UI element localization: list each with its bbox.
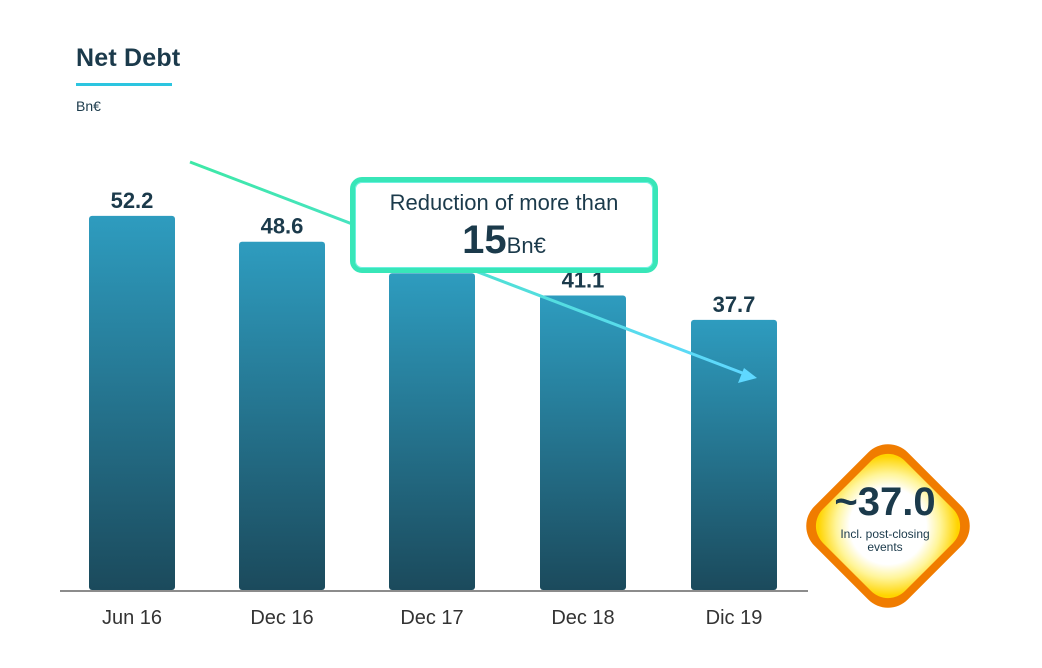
callout-value-row: 15Bn€ bbox=[355, 218, 653, 268]
trend-arrowhead bbox=[738, 368, 757, 383]
badge-diamond bbox=[806, 444, 970, 608]
bar-dec-16 bbox=[239, 241, 325, 590]
bar-jun-16 bbox=[89, 215, 175, 590]
value-label: 48.6 bbox=[261, 214, 304, 239]
bar-dec-17 bbox=[389, 273, 475, 590]
value-label: 52.2 bbox=[111, 188, 154, 213]
badge-value: ~37.0 bbox=[834, 480, 936, 524]
value-label: 37.7 bbox=[713, 292, 756, 317]
x-tick-label: Jun 16 bbox=[102, 607, 162, 629]
x-tick-labels: Jun 16 Dec 16 Dec 17 Dec 18 Dic 19 bbox=[102, 607, 762, 629]
badge-note: Incl. post-closing events bbox=[840, 527, 930, 554]
x-tick-label: Dic 19 bbox=[706, 607, 763, 629]
callout-value: 15 bbox=[462, 218, 507, 262]
chart-title: Net Debt bbox=[76, 44, 181, 72]
x-tick-label: Dec 17 bbox=[400, 607, 463, 629]
reduction-callout: Reduction of more than 15Bn€ bbox=[350, 177, 658, 273]
bars-group bbox=[89, 215, 777, 590]
callout-unit: Bn€ bbox=[506, 233, 546, 258]
x-tick-label: Dec 18 bbox=[551, 607, 614, 629]
x-tick-label: Dec 16 bbox=[250, 607, 313, 629]
callout-text: Reduction of more than bbox=[389, 190, 619, 215]
bar-dic-19 bbox=[691, 319, 777, 590]
unit-label: Bn€ bbox=[76, 98, 101, 114]
title-underline bbox=[76, 83, 172, 86]
badge-content: ~37.0 Incl. post-closing events bbox=[800, 478, 970, 554]
bar-dec-18 bbox=[540, 295, 626, 590]
